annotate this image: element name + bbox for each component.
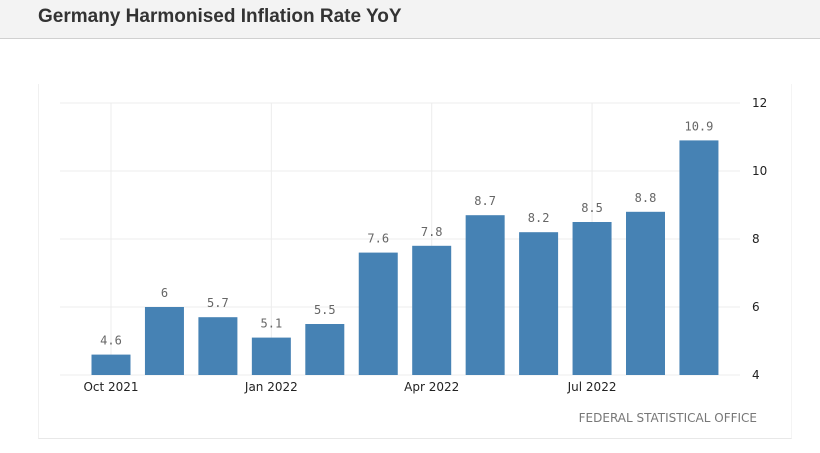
page-header: Germany Harmonised Inflation Rate YoY [0,0,820,39]
bar [358,252,398,375]
bar-value-label: 8.7 [474,194,496,208]
y-tick-label: 8 [752,232,760,246]
y-tick-label: 12 [752,96,767,110]
bar [91,354,131,375]
bar [572,222,612,375]
bar [519,232,559,375]
x-tick-label: Oct 2021 [83,380,138,394]
bar-value-label: 10.9 [684,119,713,133]
bar-value-label: 4.6 [100,334,122,348]
bar [412,245,452,375]
x-tick-label: Jul 2022 [567,380,617,394]
bar [305,324,345,375]
bar-value-label: 7.8 [421,225,443,239]
bar-value-label: 6 [161,286,168,300]
y-tick-label: 6 [752,300,760,314]
chart-source: FEDERAL STATISTICAL OFFICE [578,411,757,425]
bar-value-label: 5.1 [261,317,283,331]
bar [679,140,719,375]
bar [465,215,505,375]
x-tick-label: Apr 2022 [404,380,459,394]
bar-value-label: 7.6 [367,232,389,246]
bar-value-label: 8.5 [581,201,603,215]
bar-value-label: 5.5 [314,303,336,317]
x-tick-label: Jan 2022 [244,380,298,394]
bar [144,307,184,375]
bar-value-label: 5.7 [207,296,229,310]
bar [251,337,291,375]
chart-card [38,84,792,439]
bar-value-label: 8.8 [635,191,657,205]
bar [626,211,665,375]
bar-value-label: 8.2 [528,211,550,225]
y-tick-label: 4 [752,368,760,382]
bar [198,317,238,375]
page-title: Germany Harmonised Inflation Rate YoY [38,6,402,27]
y-tick-label: 10 [752,164,767,178]
